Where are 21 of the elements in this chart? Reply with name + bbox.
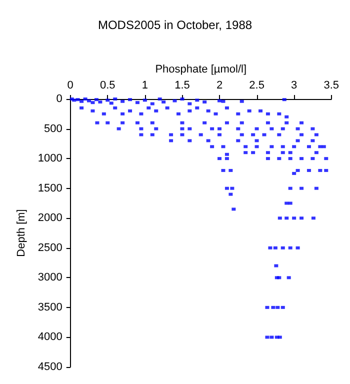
x-tick-label: 1.5 — [174, 80, 190, 92]
y-tick-label: 0 — [56, 93, 62, 105]
x-tick-label: 0 — [67, 80, 74, 92]
x-tick-label: 3.5 — [324, 80, 340, 92]
y-tick-label: 4000 — [38, 331, 62, 344]
y-tick-label: 3000 — [38, 272, 62, 284]
x-tick-label: 2.5 — [249, 80, 264, 92]
x-axis-title: Phosphate [µmol/l] — [155, 64, 247, 76]
y-tick-label: 4500 — [38, 361, 62, 373]
x-tick-label: 3 — [291, 80, 298, 92]
x-tick-label: 0.5 — [100, 80, 116, 92]
y-tick-label: 1000 — [38, 152, 62, 165]
y-axis-title: Depth [m] — [16, 209, 28, 257]
y-tick-label: 2000 — [38, 212, 62, 224]
y-tick-label: 3500 — [38, 301, 62, 314]
x-tick-label: 1 — [142, 80, 148, 92]
y-tick-label: 2500 — [38, 242, 62, 254]
x-tick-label: 2 — [216, 80, 223, 92]
y-tick-label: 1500 — [38, 182, 62, 194]
chart-title: MODS2005 in October, 1988 — [98, 18, 252, 32]
y-tick-label: 500 — [44, 122, 62, 135]
